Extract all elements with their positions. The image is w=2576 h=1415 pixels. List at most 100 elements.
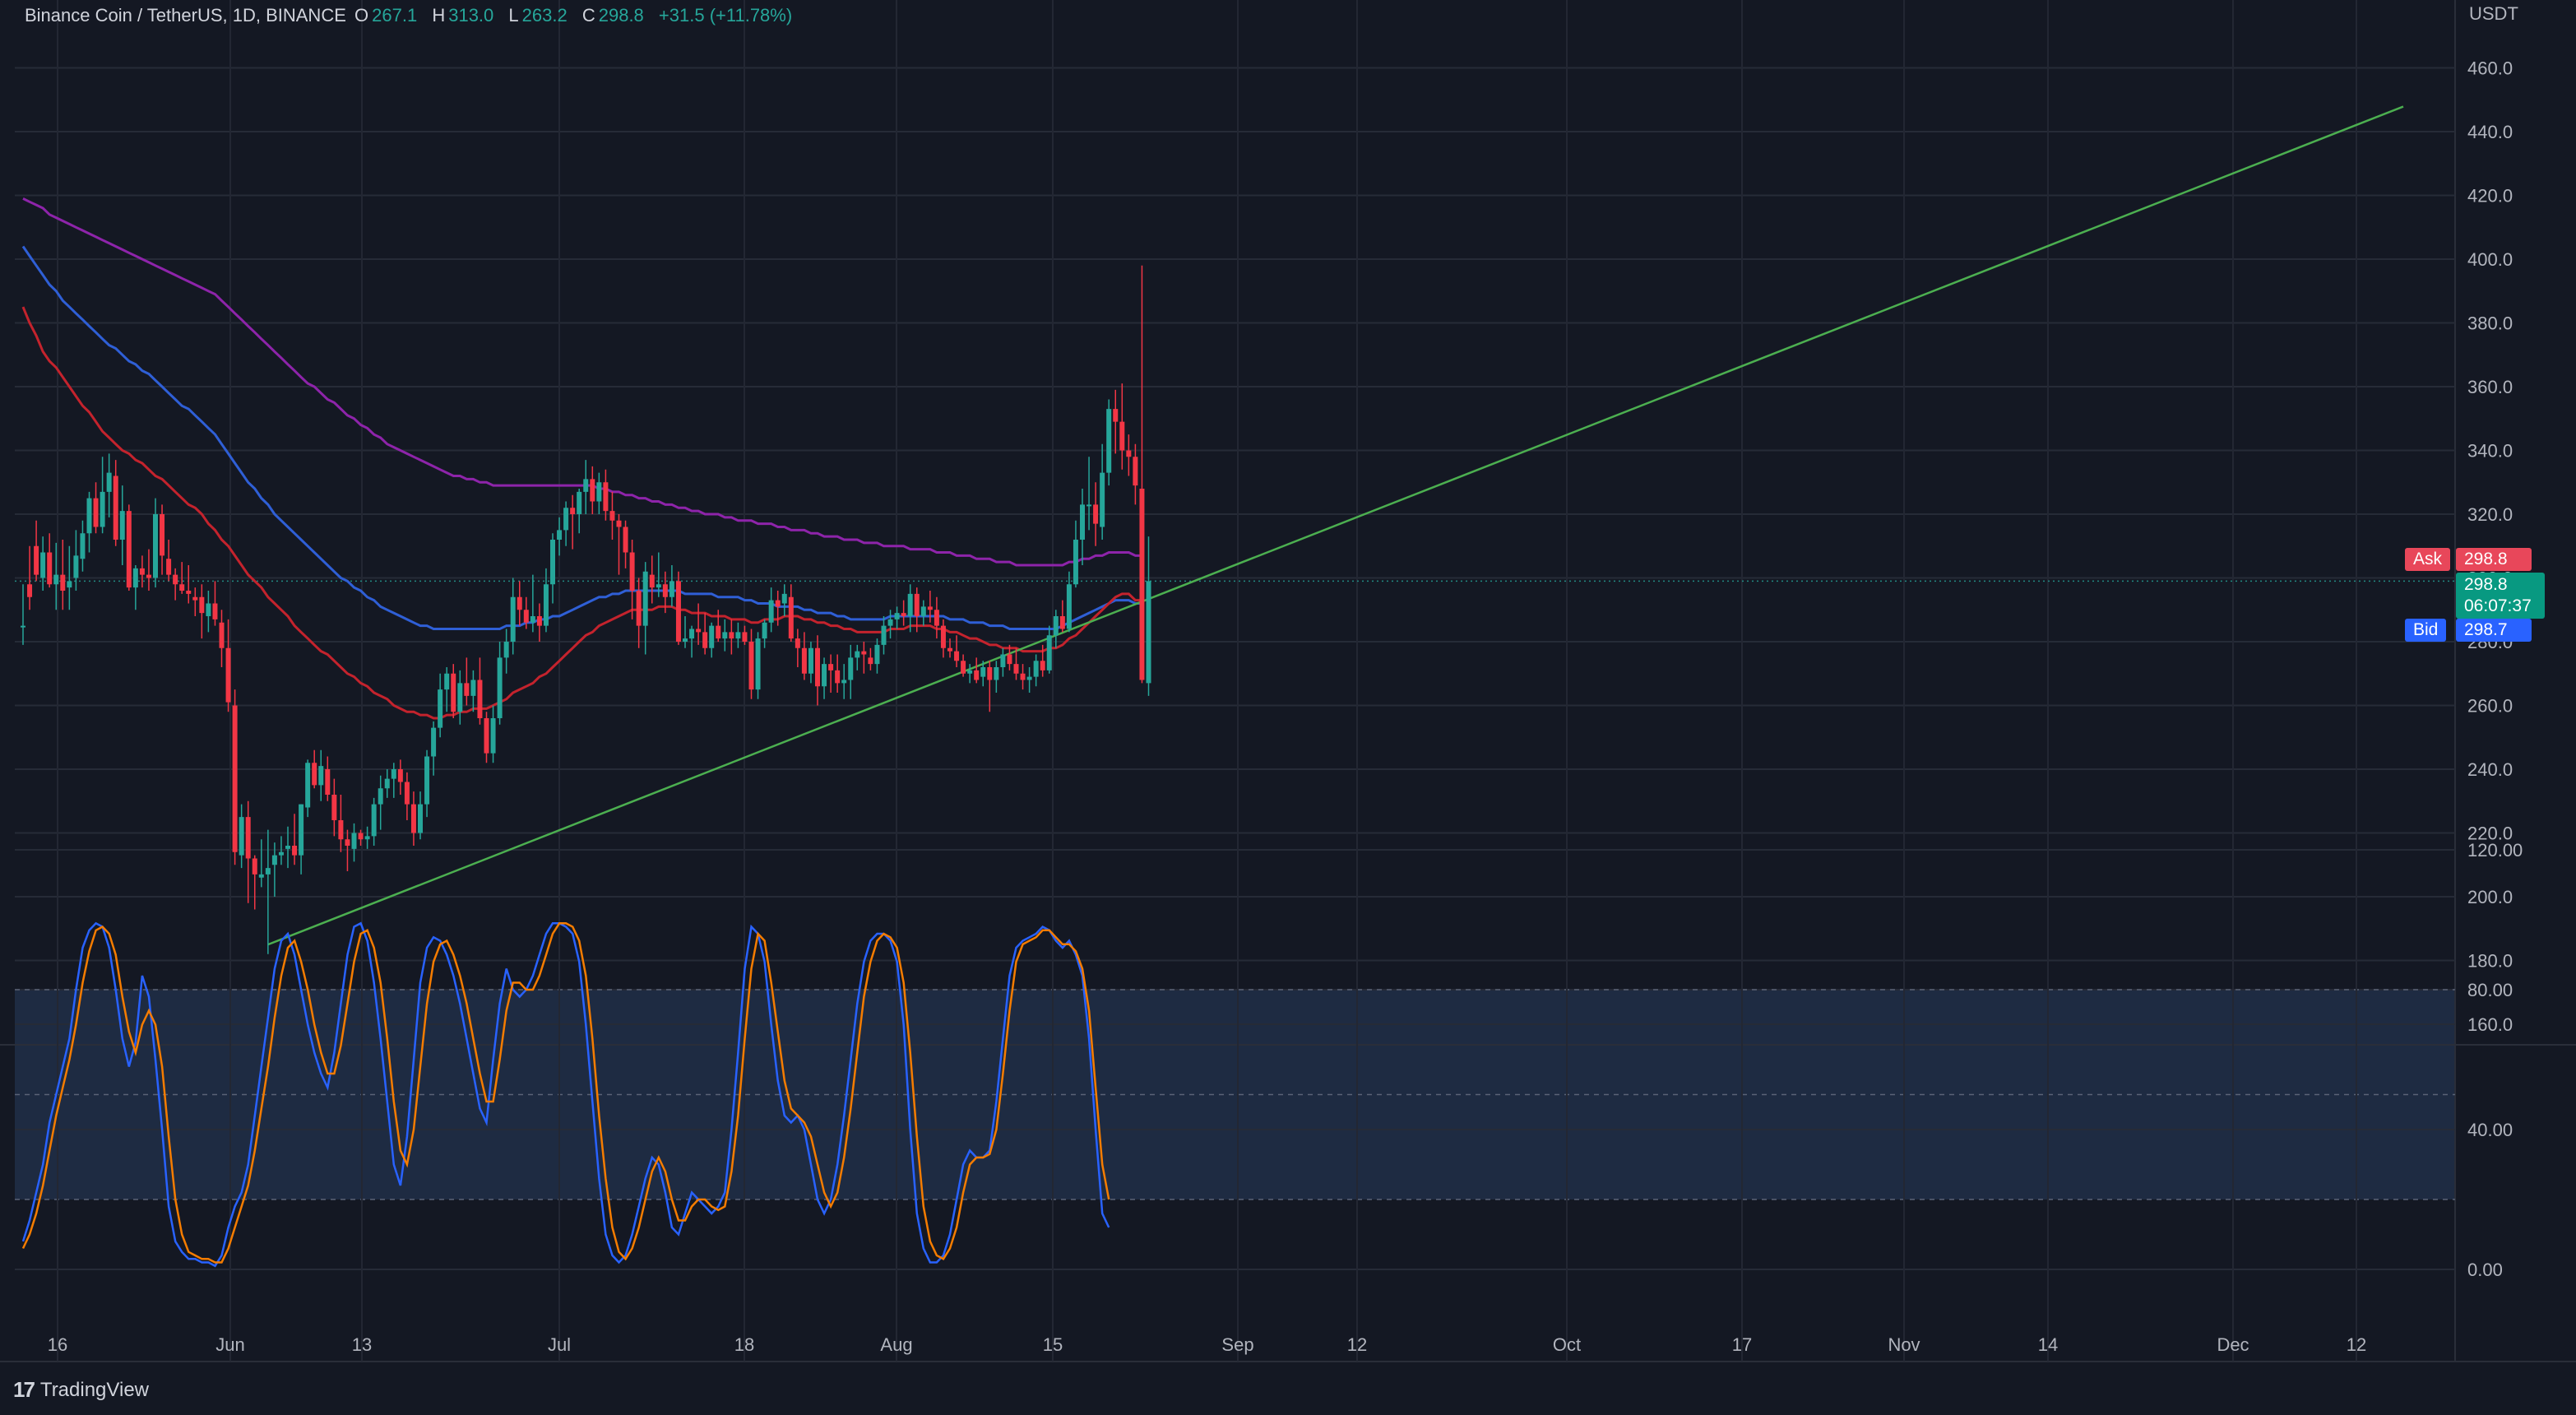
- candle-body: [927, 606, 933, 610]
- candle-body: [517, 596, 522, 610]
- candle-body: [536, 616, 542, 626]
- candle-body: [351, 833, 357, 849]
- candle-body: [106, 472, 112, 492]
- candle-body: [636, 591, 642, 626]
- time-tick-label: Jul: [548, 1334, 571, 1355]
- candle-body: [119, 511, 125, 540]
- ema-purple-line: [22, 197, 1142, 567]
- candle-body: [1053, 616, 1059, 636]
- price-tick-label: 180.0: [2467, 951, 2513, 972]
- candle-body: [801, 647, 807, 674]
- time-tick-label: Aug: [880, 1334, 912, 1355]
- support-trendline: [267, 105, 2404, 946]
- time-tick-label: Sep: [1221, 1334, 1253, 1355]
- candle-body: [609, 511, 615, 521]
- candle-body: [252, 858, 257, 875]
- candle-body: [815, 647, 820, 687]
- price-tick-label: 400.0: [2467, 249, 2513, 270]
- candle-body: [278, 851, 284, 856]
- candle-body: [80, 533, 86, 559]
- candle-body: [1133, 457, 1138, 486]
- price-tick-label: 460.0: [2467, 58, 2513, 79]
- candle-body: [206, 603, 211, 616]
- candle-body: [490, 718, 496, 754]
- candle-body: [484, 718, 489, 754]
- open-label: O: [354, 5, 369, 26]
- candle-body: [947, 647, 952, 652]
- candle-body: [1100, 472, 1105, 527]
- candle-body: [1126, 450, 1132, 457]
- candle-body: [914, 593, 920, 616]
- candle-body: [775, 600, 781, 607]
- candle-body: [299, 804, 304, 856]
- price-tick-label: 440.0: [2467, 122, 2513, 142]
- candle-body: [67, 581, 72, 588]
- high-value: 313.0: [448, 5, 494, 26]
- open-value: 267.1: [372, 5, 418, 26]
- candle-body: [729, 632, 734, 639]
- candle-body: [603, 482, 609, 512]
- candle-body: [954, 651, 960, 661]
- candle-body: [994, 667, 999, 680]
- candle-body: [675, 581, 681, 642]
- time-tick-label: 18: [734, 1334, 754, 1355]
- candle-body: [318, 766, 324, 786]
- candle-body: [716, 625, 721, 639]
- candle-body: [510, 596, 516, 642]
- time-tick-label: Nov: [1888, 1334, 1920, 1355]
- candle-body: [34, 545, 39, 575]
- candle-body: [748, 642, 754, 690]
- candle-body: [113, 476, 118, 540]
- candle-body: [451, 673, 456, 712]
- candle-body: [557, 530, 563, 540]
- candle-body: [397, 769, 403, 782]
- candle-body: [762, 622, 767, 639]
- candle-body: [146, 574, 151, 578]
- candle-body: [86, 498, 92, 534]
- candle-body: [265, 868, 271, 875]
- candle-body: [1139, 489, 1145, 680]
- candle-body: [1059, 616, 1065, 629]
- candle-body: [696, 629, 702, 633]
- candle-body: [1026, 676, 1032, 680]
- price-tick-label: 380.0: [2467, 313, 2513, 334]
- candle-body: [444, 673, 450, 690]
- price-tick-label: 260.0: [2467, 696, 2513, 717]
- candle-body: [285, 846, 290, 849]
- close-value: 298.8: [598, 5, 644, 26]
- low-label: L: [508, 5, 519, 26]
- candle-body: [1033, 661, 1039, 677]
- candle-body: [835, 670, 841, 684]
- candle-body: [438, 689, 443, 728]
- candle-body: [404, 782, 410, 805]
- candle-body: [1020, 673, 1026, 680]
- symbol-title: Binance Coin / TetherUS, 1D, BINANCE: [25, 5, 346, 26]
- bid-price-tag: 298.7: [2456, 619, 2532, 642]
- ask-price-tag: 298.8: [2456, 548, 2532, 571]
- candle-body: [550, 540, 555, 585]
- candle-body: [384, 778, 390, 789]
- candle-body: [192, 596, 198, 601]
- stoch-tick-label: 120.00: [2467, 840, 2523, 861]
- currency-label[interactable]: USDT: [2469, 3, 2518, 24]
- candle-body: [755, 638, 761, 690]
- low-value: 263.2: [521, 5, 568, 26]
- candle-body: [47, 552, 53, 585]
- time-tick-label: 16: [48, 1334, 67, 1355]
- tradingview-logo[interactable]: 17 TradingView: [13, 1377, 149, 1403]
- candle-body: [418, 804, 423, 833]
- candle-body: [583, 479, 589, 492]
- candle-body: [689, 629, 695, 639]
- candle-body: [629, 552, 635, 591]
- candle-body: [967, 670, 973, 674]
- candle-body: [1146, 581, 1151, 684]
- candle-body: [1086, 504, 1092, 507]
- candle-body: [1000, 654, 1006, 667]
- stoch-tick-label: 80.00: [2467, 980, 2513, 1000]
- candle-body: [702, 632, 708, 648]
- candle-body: [596, 482, 602, 502]
- candle-body: [40, 552, 46, 578]
- time-tick-label: 13: [352, 1334, 372, 1355]
- candle-body: [1007, 654, 1012, 665]
